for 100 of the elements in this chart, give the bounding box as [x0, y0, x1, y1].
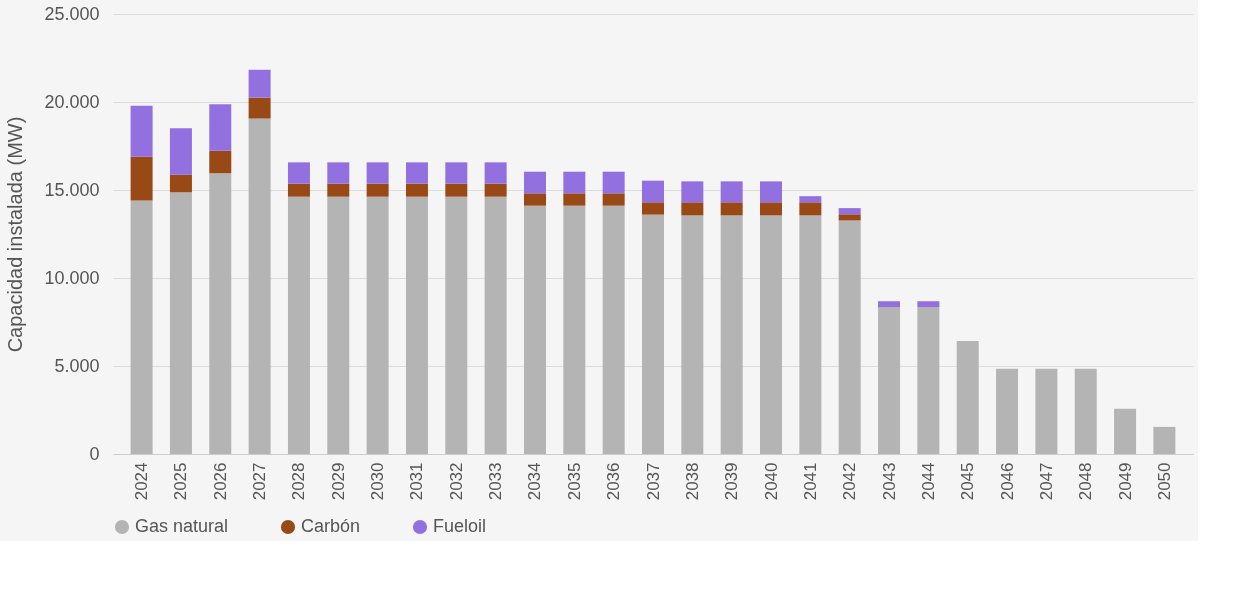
x-tick-label: 2029 — [328, 462, 348, 501]
bar — [799, 215, 822, 454]
x-tick-label: 2046 — [997, 462, 1017, 501]
x-tick-label: 2043 — [879, 462, 899, 501]
x-tick-label: 2024 — [132, 462, 152, 501]
bar — [484, 162, 507, 184]
bar — [169, 174, 192, 193]
x-tick-label: 2028 — [289, 462, 309, 501]
y-tick-label: 25.000 — [44, 3, 100, 24]
x-tick-label: 2037 — [643, 462, 663, 501]
y-tick-label: 0 — [89, 443, 100, 464]
bar — [484, 196, 507, 454]
bar — [169, 192, 192, 454]
bar — [602, 193, 625, 206]
bar — [563, 171, 586, 194]
x-tick-label: 2042 — [840, 462, 860, 501]
bar — [445, 196, 468, 454]
bar — [130, 156, 153, 201]
legend-label: Carbón — [301, 516, 361, 536]
bar — [642, 180, 664, 203]
bar — [130, 105, 153, 157]
x-tick-label: 2036 — [604, 462, 624, 501]
bar — [523, 193, 546, 206]
bar — [130, 200, 153, 454]
bar — [287, 162, 310, 184]
bar — [1074, 368, 1097, 454]
bar — [799, 202, 822, 216]
bar — [917, 301, 940, 308]
bar — [327, 196, 350, 454]
x-tick-label: 2033 — [486, 462, 506, 501]
bar — [287, 196, 310, 454]
bar — [563, 205, 586, 454]
x-tick-label: 2031 — [407, 462, 427, 501]
bar — [1153, 426, 1176, 454]
bar — [602, 205, 625, 454]
bar — [760, 215, 783, 454]
bar — [956, 341, 979, 454]
x-tick-label: 2050 — [1154, 462, 1174, 501]
bar — [484, 183, 507, 197]
bar — [248, 118, 271, 454]
bar — [1114, 408, 1137, 454]
x-tick-label: 2026 — [210, 462, 230, 501]
bar — [366, 196, 389, 454]
bar — [445, 162, 468, 184]
bar — [1035, 368, 1058, 454]
bar — [248, 97, 271, 119]
bar — [720, 181, 743, 203]
legend-label: Gas natural — [135, 516, 229, 536]
bar — [563, 193, 586, 206]
x-tick-label: 2048 — [1076, 462, 1096, 501]
bar — [209, 173, 232, 454]
x-tick-label: 2044 — [918, 462, 938, 501]
bar — [681, 202, 704, 216]
bar — [523, 171, 546, 194]
bar — [838, 214, 861, 221]
x-tick-label: 2027 — [250, 462, 270, 501]
bar — [523, 205, 546, 454]
bar — [760, 202, 783, 216]
x-tick-label: 2030 — [368, 462, 388, 501]
x-tick-label: 2035 — [564, 462, 584, 501]
bar — [287, 183, 310, 197]
bar — [327, 183, 350, 197]
x-tick-label: 2039 — [722, 462, 742, 501]
bar — [642, 202, 664, 215]
x-tick-label: 2040 — [761, 462, 781, 501]
bar — [405, 183, 428, 197]
bar — [799, 196, 822, 203]
x-tick-label: 2045 — [958, 462, 978, 501]
bar — [405, 196, 428, 454]
bar — [209, 150, 232, 174]
x-tick-label: 2038 — [682, 462, 702, 501]
bar — [366, 183, 389, 197]
bar — [720, 215, 743, 454]
y-axis-title: Capacidad instalada (MW) — [4, 116, 27, 353]
bar — [838, 220, 861, 454]
x-tick-label: 2032 — [446, 462, 466, 501]
y-tick-label: 10.000 — [44, 267, 100, 288]
y-tick-label: 5.000 — [54, 355, 100, 376]
bar — [405, 162, 428, 184]
x-tick-label: 2047 — [1036, 462, 1056, 501]
bar — [602, 171, 625, 194]
x-tick-label: 2034 — [525, 462, 545, 501]
bar — [760, 181, 783, 203]
bar — [996, 368, 1019, 454]
x-tick-label: 2025 — [171, 462, 191, 501]
bar — [209, 104, 232, 151]
x-tick-label: 2049 — [1115, 462, 1135, 501]
bar — [681, 181, 704, 203]
bar — [445, 183, 468, 197]
bar — [248, 69, 271, 98]
bar — [169, 128, 192, 175]
bar — [838, 208, 861, 215]
legend-label: Fueloil — [433, 516, 487, 536]
bar — [642, 214, 664, 454]
bar — [327, 162, 350, 184]
bar — [681, 215, 704, 454]
y-tick-label: 20.000 — [44, 91, 100, 112]
y-tick-label: 15.000 — [44, 179, 100, 200]
bar — [878, 301, 901, 308]
bar — [878, 307, 901, 454]
